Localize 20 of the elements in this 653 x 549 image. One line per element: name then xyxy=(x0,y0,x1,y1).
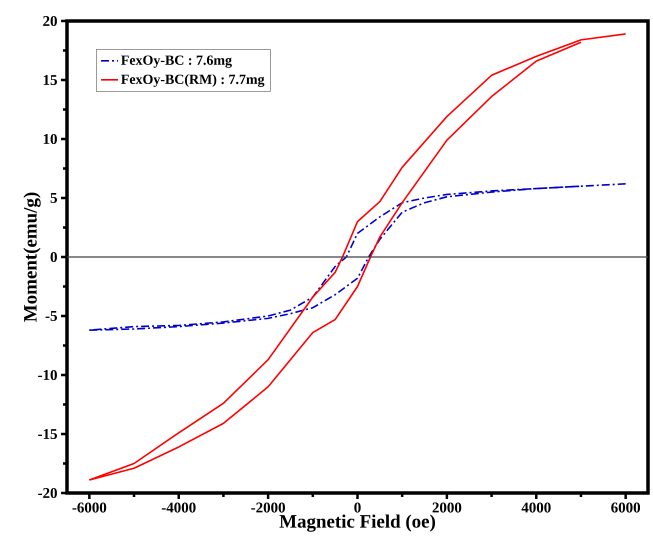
legend-label: FexOy-BC : 7.6mg xyxy=(121,55,232,68)
y-axis-title: Moment(emu/g) xyxy=(23,192,41,322)
x-tick-label: -4000 xyxy=(162,502,196,513)
y-tick-label: 15 xyxy=(44,74,57,85)
y-tick-label: -5 xyxy=(46,311,57,321)
y-tick-label: -10 xyxy=(38,370,57,380)
y-tick-label: -20 xyxy=(38,488,57,498)
x-tick-label: 2000 xyxy=(432,502,462,513)
x-tick-label: 0 xyxy=(354,502,361,513)
y-tick-label: 10 xyxy=(44,134,57,144)
x-tick-label: 4000 xyxy=(522,502,551,513)
y-tick-label: 5 xyxy=(50,193,57,203)
y-tick-label: -15 xyxy=(38,429,57,439)
x-tick-label: -2000 xyxy=(251,502,285,513)
y-tick-label: 0 xyxy=(50,252,57,262)
x-tick-label: -6000 xyxy=(72,502,106,513)
x-tick-label: 6000 xyxy=(611,502,640,513)
y-tick-label: 20 xyxy=(43,16,57,26)
x-axis-title: Magnetic Field (oe) xyxy=(280,514,436,532)
legend-label: FexOy-BC(RM) : 7.7mg xyxy=(121,74,264,87)
